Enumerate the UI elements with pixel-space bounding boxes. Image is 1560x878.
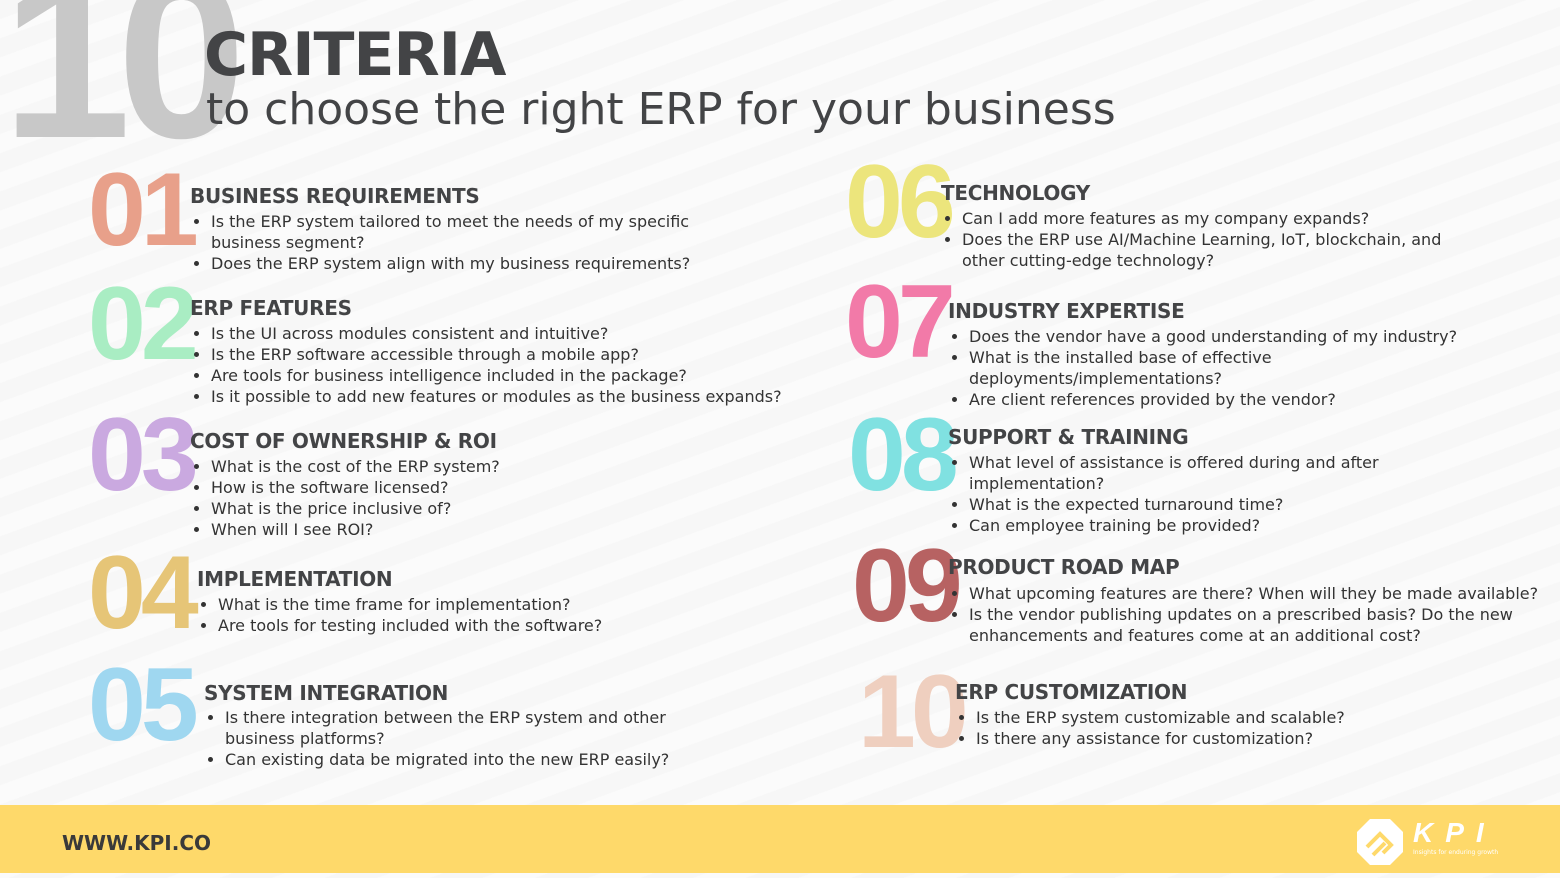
section-questions: Is the UI across modules consistent and …	[192, 323, 831, 407]
question-item: Can I add more features as my company ex…	[962, 208, 1482, 229]
question-item: What is the price inclusive of?	[211, 498, 711, 519]
logo-tagline: Insights for enduring growth	[1413, 849, 1499, 856]
question-item: What is the expected turnaround time?	[969, 494, 1429, 515]
section-title: SUPPORT & TRAINING	[948, 425, 1189, 449]
section-title: ERP FEATURES	[190, 296, 352, 320]
question-item: What level of assistance is offered duri…	[969, 452, 1429, 494]
question-item: Can employee training be provided?	[969, 515, 1429, 536]
section-questions: What level of assistance is offered duri…	[950, 452, 1429, 536]
page-subtitle: to choose the right ERP for your busines…	[206, 84, 1116, 135]
section-number: 07	[845, 264, 956, 380]
kpi-logo-icon	[1357, 819, 1403, 865]
question-item: What is the time frame for implementatio…	[218, 594, 718, 615]
question-item: Does the ERP use AI/Machine Learning, Io…	[962, 229, 1482, 271]
footer: WWW.KPI.CO KPI Insights for enduring gro…	[0, 805, 1560, 873]
section-title: BUSINESS REQUIREMENTS	[190, 184, 480, 208]
section-questions: Is there integration between the ERP sys…	[206, 707, 715, 770]
section-number: 03	[88, 397, 199, 513]
question-item: When will I see ROI?	[211, 519, 711, 540]
section-title: INDUSTRY EXPERTISE	[948, 299, 1185, 323]
section-number: 08	[848, 397, 959, 513]
section-title: SYSTEM INTEGRATION	[204, 681, 449, 705]
section-title: ERP CUSTOMIZATION	[955, 680, 1188, 704]
question-item: Are tools for testing included with the …	[218, 615, 718, 636]
section-number: 04	[88, 535, 199, 651]
question-item: Does the ERP system align with my busine…	[211, 253, 731, 274]
page-title: CRITERIA	[204, 20, 506, 90]
section-number: 06	[845, 144, 956, 260]
section-questions: What is the cost of the ERP system?How i…	[192, 456, 711, 540]
section-number: 02	[88, 266, 199, 382]
question-item: What upcoming features are there? When w…	[969, 583, 1560, 604]
question-item: Is the ERP software accessible through a…	[211, 344, 831, 365]
question-item: Is it possible to add new features or mo…	[211, 386, 831, 407]
question-item: Is the ERP system customizable and scala…	[976, 707, 1476, 728]
section-number: 09	[852, 528, 963, 644]
question-item: What is the cost of the ERP system?	[211, 456, 711, 477]
section-title: COST OF OWNERSHIP & ROI	[190, 429, 497, 453]
section-questions: Is the ERP system customizable and scala…	[957, 707, 1476, 749]
section-title: TECHNOLOGY	[941, 181, 1090, 205]
section-title: IMPLEMENTATION	[197, 567, 393, 591]
big-number-10: 10	[2, 0, 246, 187]
question-item: Are client references provided by the ve…	[969, 389, 1509, 410]
logo-text: KPI	[1413, 817, 1496, 848]
section-number: 05	[88, 647, 199, 763]
section-number: 01	[88, 152, 199, 268]
question-item: Does the vendor have a good understandin…	[969, 326, 1509, 347]
website-link[interactable]: WWW.KPI.CO	[62, 831, 212, 855]
question-item: Is the ERP system tailored to meet the n…	[211, 211, 731, 253]
section-questions: Is the ERP system tailored to meet the n…	[192, 211, 731, 274]
section-number: 10	[858, 654, 969, 770]
section-title: PRODUCT ROAD MAP	[948, 555, 1180, 579]
question-item: Is there integration between the ERP sys…	[225, 707, 715, 749]
section-questions: What is the time frame for implementatio…	[199, 594, 718, 636]
question-item: Are tools for business intelligence incl…	[211, 365, 831, 386]
question-item: What is the installed base of effective …	[969, 347, 1509, 389]
question-item: Is the UI across modules consistent and …	[211, 323, 831, 344]
question-item: Is the vendor publishing updates on a pr…	[969, 604, 1560, 646]
kpi-logo: KPI Insights for enduring growth	[1355, 817, 1498, 871]
question-item: Can existing data be migrated into the n…	[225, 749, 715, 770]
section-questions: Does the vendor have a good understandin…	[950, 326, 1509, 410]
section-questions: Can I add more features as my company ex…	[943, 208, 1482, 271]
section-questions: What upcoming features are there? When w…	[950, 583, 1560, 646]
question-item: How is the software licensed?	[211, 477, 711, 498]
question-item: Is there any assistance for customizatio…	[976, 728, 1476, 749]
